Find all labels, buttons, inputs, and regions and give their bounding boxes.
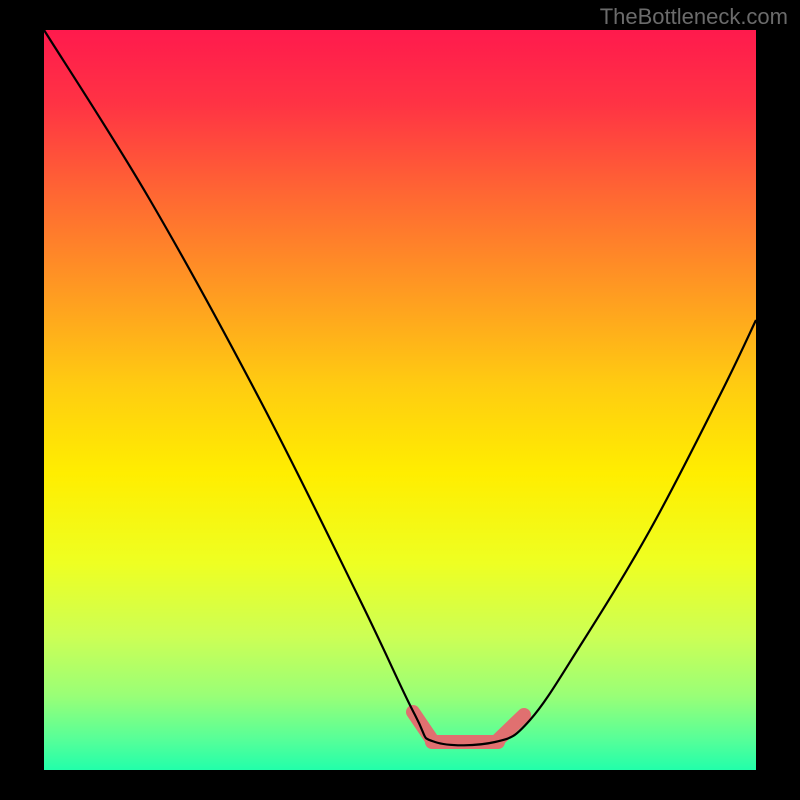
bottleneck-chart bbox=[0, 0, 800, 800]
plot-background bbox=[44, 30, 756, 770]
watermark-text: TheBottleneck.com bbox=[600, 4, 788, 30]
chart-container: TheBottleneck.com bbox=[0, 0, 800, 800]
